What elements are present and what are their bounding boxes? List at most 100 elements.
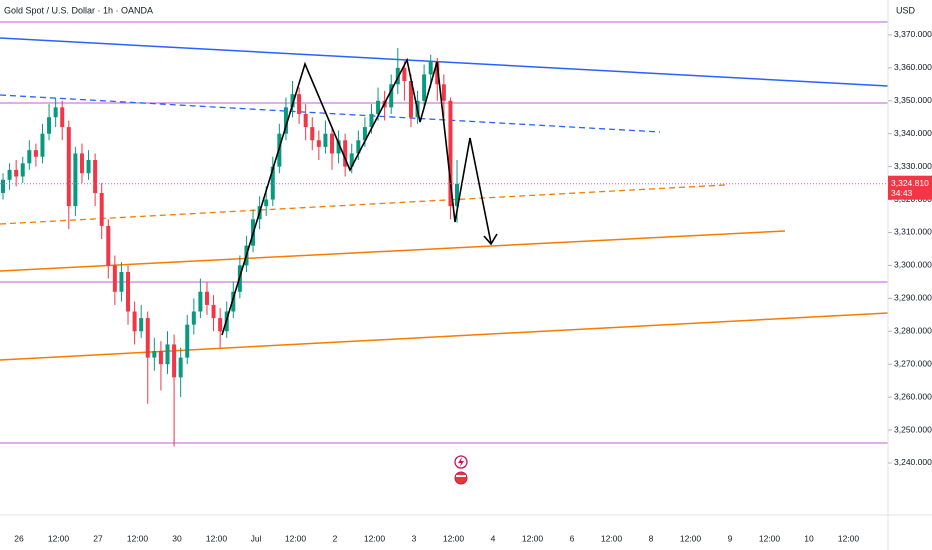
candle-body xyxy=(79,153,84,174)
candle-body xyxy=(349,153,354,167)
trend-line xyxy=(0,37,889,87)
candle-body xyxy=(132,311,137,332)
x-tick-label: 10 xyxy=(804,533,814,543)
candle-body xyxy=(356,140,361,154)
candle-body xyxy=(316,140,321,147)
candle-body xyxy=(218,318,223,332)
y-tick-label: 3,260.000 xyxy=(894,391,932,401)
candle-body xyxy=(376,100,381,114)
x-tick-label: 12:00 xyxy=(759,533,781,543)
y-tick-label: 3,350.000 xyxy=(894,95,932,105)
x-tick-label: 9 xyxy=(728,533,733,543)
candle-body xyxy=(93,160,98,193)
candle-body xyxy=(178,357,183,378)
x-tick-label: 12:00 xyxy=(522,533,544,543)
candle-body xyxy=(60,107,65,128)
candle-body xyxy=(158,351,163,365)
candle-body xyxy=(369,113,374,128)
projection-path xyxy=(221,57,492,336)
x-tick-label: Jul xyxy=(251,533,262,543)
trend-line-dashed xyxy=(0,94,661,133)
x-tick-label: 12:00 xyxy=(443,533,465,543)
x-tick-label: 12:00 xyxy=(364,533,386,543)
x-tick-label: 12:00 xyxy=(285,533,307,543)
candle-body xyxy=(66,127,71,207)
candle-body xyxy=(455,183,460,207)
candle-body xyxy=(422,74,427,101)
candle-body xyxy=(198,291,203,312)
candle-body xyxy=(33,150,38,157)
candle-body xyxy=(211,304,216,319)
candle-body xyxy=(323,133,328,147)
candle-body xyxy=(152,351,157,358)
x-tick-label: 30 xyxy=(172,533,182,543)
candle-body xyxy=(402,67,407,82)
candle-body xyxy=(441,84,446,101)
x-tick-label: 3 xyxy=(412,533,417,543)
trend-line-dashed xyxy=(0,184,726,225)
x-tick-label: 12:00 xyxy=(680,533,702,543)
trend-line xyxy=(0,230,786,272)
last-price-box xyxy=(888,175,932,200)
x-tick-label: 6 xyxy=(570,533,575,543)
candle-body xyxy=(191,311,196,325)
candle-body xyxy=(40,133,45,157)
candle-body xyxy=(20,163,25,177)
time-axis: 26 12:00 27 12:00 30 12:00 Jul 12:00 2 12:00 3 12:0… xyxy=(14,533,859,543)
y-tick-label: 3,370.000 xyxy=(894,29,932,39)
x-tick-label: 8 xyxy=(649,533,654,543)
candle-body xyxy=(165,344,170,365)
candle-body xyxy=(73,153,78,207)
candle-body xyxy=(330,133,334,154)
flag-stripe xyxy=(456,475,466,477)
candle-body xyxy=(204,291,209,305)
candle-body xyxy=(389,84,394,108)
candle-body xyxy=(112,265,117,292)
flag-icon[interactable] xyxy=(454,471,468,485)
candle-body xyxy=(435,61,440,85)
y-tick-label: 3,280.000 xyxy=(894,326,932,336)
candle-body xyxy=(86,160,91,174)
x-tick-label: 27 xyxy=(93,533,103,543)
candle-body xyxy=(270,166,275,200)
y-tick-label: 3,240.000 xyxy=(894,457,932,467)
y-tick-label: 3,250.000 xyxy=(894,424,932,434)
candle-body xyxy=(448,100,453,207)
candles xyxy=(1,48,460,447)
candle-body xyxy=(310,127,315,141)
candle-body xyxy=(14,169,19,177)
countdown: 34:43 xyxy=(891,188,913,198)
candle-body xyxy=(231,291,236,312)
candle-body xyxy=(343,140,348,167)
candle-body xyxy=(283,107,288,134)
drawings xyxy=(0,21,889,444)
x-tick-label: 4 xyxy=(491,533,496,543)
x-tick-label: 12:00 xyxy=(601,533,623,543)
x-tick-label: 2 xyxy=(333,533,338,543)
candle-body xyxy=(303,113,308,128)
y-tick-label: 3,340.000 xyxy=(894,128,932,138)
candle-body xyxy=(428,61,433,75)
candle-body xyxy=(27,150,32,164)
chart-title: Gold Spot / U.S. Dollar · 1h · OANDA xyxy=(4,5,153,15)
y-tick-label: 3,300.000 xyxy=(894,260,932,270)
candle-body xyxy=(145,318,150,358)
candle-body xyxy=(290,94,295,108)
candle-body xyxy=(1,179,5,193)
y-tick-label: 3,310.000 xyxy=(894,227,932,237)
candle-body xyxy=(106,225,111,266)
x-tick-label: 12:00 xyxy=(206,533,228,543)
candle-body xyxy=(362,127,367,141)
x-tick-label: 12:00 xyxy=(48,533,70,543)
event-icon-bolt xyxy=(458,457,464,467)
x-tick-label: 26 xyxy=(14,533,24,543)
candle-body xyxy=(7,169,12,180)
last-price-label: 3,324.810 xyxy=(891,178,929,188)
candle-body xyxy=(408,81,413,118)
candle-body xyxy=(139,318,144,332)
currency-label[interactable]: USD xyxy=(896,5,916,15)
candle-body xyxy=(126,271,131,312)
candle-body xyxy=(99,192,104,226)
